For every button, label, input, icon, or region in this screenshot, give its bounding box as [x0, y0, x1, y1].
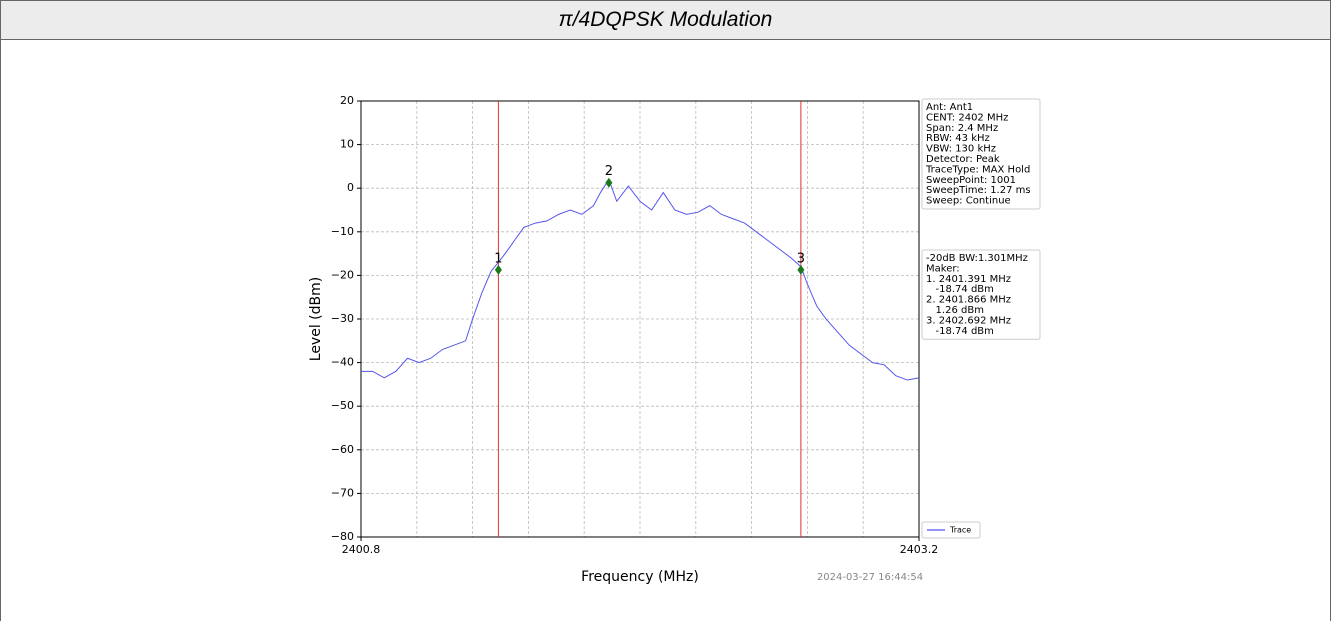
trace-line [361, 178, 920, 381]
info-text: Sweep: Continue [926, 196, 1011, 207]
y-tick-label: −30 [331, 312, 354, 325]
results-text: 1. 2401.391 MHz [926, 274, 1011, 285]
y-tick-label: 20 [340, 94, 354, 107]
info-text: CENT: 2402 MHz [926, 112, 1008, 123]
y-tick-label: −60 [331, 443, 354, 456]
results-text: 1.26 dBm [926, 305, 984, 316]
info-text: Detector: Peak [926, 154, 1000, 165]
results-text: -20dB BW:1.301MHz [926, 253, 1028, 264]
marker-label: 2 [605, 164, 613, 179]
x-axis-label: Frequency (MHz) [581, 569, 699, 585]
legend-label: Trace [949, 526, 971, 535]
info-text: TraceType: MAX Hold [925, 164, 1030, 175]
y-tick-label: −50 [331, 399, 354, 412]
results-text: -18.74 dBm [926, 326, 994, 337]
y-tick-label: −10 [331, 225, 354, 238]
info-text: SweepTime: 1.27 ms [926, 185, 1031, 196]
marker-label: 1 [494, 251, 502, 266]
chart-background [295, 80, 995, 621]
y-tick-label: 0 [347, 181, 354, 194]
results-text: 3. 2402.692 MHz [926, 315, 1011, 326]
x-tick-label: 2403.2 [900, 543, 939, 556]
results-box [921, 249, 1041, 340]
y-axis-label: Level (dBm) [308, 277, 324, 361]
y-tick-label: −40 [331, 356, 354, 369]
info-text: VBW: 130 kHz [926, 144, 996, 155]
info-text: Span: 2.4 MHz [926, 123, 998, 134]
legend-box [921, 521, 981, 539]
results-text: Maker: [926, 263, 960, 274]
marker-point [605, 177, 613, 188]
results-text: -18.74 dBm [926, 284, 994, 295]
info-box [921, 98, 1041, 210]
y-tick-label: −80 [331, 530, 354, 543]
info-text: SweepPoint: 1001 [926, 175, 1016, 186]
marker-label: 3 [797, 251, 805, 266]
marker-point [494, 264, 502, 275]
timestamp: 2024-03-27 16:44:54 [817, 572, 923, 583]
y-tick-label: −20 [331, 268, 354, 281]
info-text: RBW: 43 kHz [926, 133, 990, 144]
y-tick-label: −70 [331, 486, 354, 499]
x-tick-label: 2400.8 [342, 543, 381, 556]
marker-point [797, 264, 805, 275]
plot-frame [360, 100, 920, 538]
y-tick-label: 10 [340, 138, 354, 151]
header-title: π/4DQPSK Modulation [0, 0, 1331, 40]
info-text: Ant: Ant1 [926, 102, 973, 113]
results-text: 2. 2401.866 MHz [926, 295, 1011, 306]
